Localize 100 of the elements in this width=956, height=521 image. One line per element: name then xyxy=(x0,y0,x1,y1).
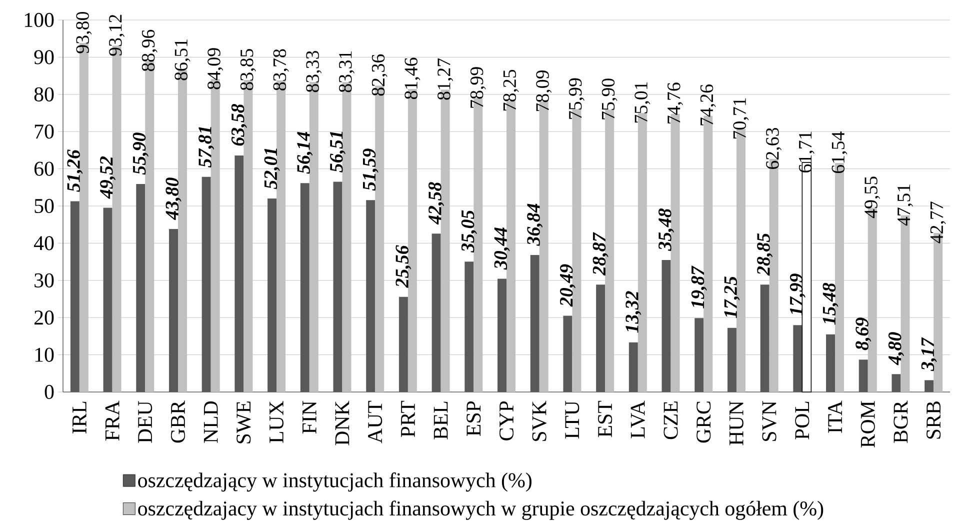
bar xyxy=(366,200,376,392)
bar xyxy=(760,284,770,392)
bar xyxy=(924,380,934,392)
data-label: 74,76 xyxy=(668,82,683,124)
data-label: 63,58 xyxy=(231,104,247,146)
y-tick-label: 50 xyxy=(34,198,54,214)
data-label: 28,85 xyxy=(757,233,773,276)
bar xyxy=(70,201,80,392)
data-label: 36,84 xyxy=(527,204,543,246)
data-label: 82,36 xyxy=(372,54,388,96)
data-label: 84,09 xyxy=(208,48,224,90)
data-label: 20,49 xyxy=(560,264,576,307)
x-tick-label: FIN xyxy=(302,400,316,434)
x-tick-label: LUX xyxy=(270,400,284,443)
bar xyxy=(333,182,342,392)
data-label: 47,51 xyxy=(898,184,913,226)
bar xyxy=(662,260,671,392)
data-label: 49,55 xyxy=(864,176,880,218)
data-label: 61,71 xyxy=(798,132,814,172)
x-tick-label: SVK xyxy=(532,400,546,441)
bar xyxy=(694,318,704,392)
data-label: 25,56 xyxy=(396,245,412,288)
x-tick-label: DNK xyxy=(335,400,350,446)
bar xyxy=(464,262,474,392)
bar xyxy=(563,316,572,392)
legend-label: oszczędzajacy w instytucjach finansowych w grupie oszczędzających ogółem (%) xyxy=(138,500,824,520)
data-label: 35,05 xyxy=(461,210,477,253)
y-tick-label: 10 xyxy=(35,348,54,362)
x-tick-label: ROM xyxy=(860,401,875,448)
bar xyxy=(136,184,146,392)
y-tick-label: 30 xyxy=(34,273,54,288)
data-label: 55,90 xyxy=(132,132,148,175)
data-label: 78,09 xyxy=(536,70,552,112)
data-label: 61,54 xyxy=(832,132,848,174)
bar xyxy=(432,234,441,392)
x-tick-label: GBR xyxy=(170,400,186,443)
bar xyxy=(398,296,408,392)
data-label: 15,48 xyxy=(822,282,838,325)
y-tick-label: 80 xyxy=(34,87,54,102)
x-tick-label: HUN xyxy=(730,400,744,446)
x-tick-label: CZE xyxy=(664,402,678,440)
bar xyxy=(498,278,507,392)
x-tick-label: ESP xyxy=(466,401,481,436)
bar xyxy=(793,325,802,392)
bar xyxy=(826,334,836,392)
x-tick-label: POL xyxy=(795,402,810,440)
bar xyxy=(858,360,868,392)
bar xyxy=(727,328,736,392)
x-tick-label: EST xyxy=(598,400,612,438)
bar xyxy=(892,374,901,392)
data-label: 51,59 xyxy=(362,148,378,191)
data-label: 83,31 xyxy=(339,51,354,92)
data-label: 42,77 xyxy=(930,202,946,244)
bar xyxy=(628,342,638,392)
data-label: 83,78 xyxy=(273,49,289,90)
data-label: 4,80 xyxy=(888,332,904,366)
y-tick-label: 70 xyxy=(34,124,54,139)
x-tick-label: BEL xyxy=(434,402,448,440)
y-tick-label: 20 xyxy=(34,310,54,325)
data-label: 35,48 xyxy=(658,208,674,251)
data-label: 51,26 xyxy=(67,150,83,192)
y-tick-label: 100 xyxy=(24,12,54,28)
data-label: 83,33 xyxy=(306,50,322,92)
data-label: 52,01 xyxy=(264,148,280,190)
data-label: 57,81 xyxy=(198,127,214,168)
x-tick-label: AUT xyxy=(368,400,382,444)
bar xyxy=(168,229,178,392)
x-tick-label: LTU xyxy=(565,400,580,439)
data-label: 81,46 xyxy=(404,58,420,100)
data-label: 28,87 xyxy=(592,232,608,276)
y-tick-label: 40 xyxy=(34,236,54,250)
x-tick-label: GRC xyxy=(696,402,711,443)
data-label: 30,44 xyxy=(494,228,510,270)
x-tick-label: NLD xyxy=(204,401,218,443)
data-label: 17,25 xyxy=(724,276,740,318)
x-tick-label: SWE xyxy=(236,402,251,444)
x-tick-label: LVA xyxy=(630,400,645,438)
bar xyxy=(596,284,606,392)
x-tick-label: ITA xyxy=(828,400,842,433)
data-label: 75,99 xyxy=(568,78,584,119)
data-label: 56,14 xyxy=(297,132,313,174)
y-tick-label: 0 xyxy=(44,384,54,400)
data-label: 42,58 xyxy=(428,182,444,225)
legend-label: oszczędzający w instytucjach finansowych (%) xyxy=(138,472,532,492)
data-label: 83,85 xyxy=(240,49,256,90)
data-label: 75,90 xyxy=(602,78,618,120)
bar xyxy=(530,254,540,392)
bar xyxy=(103,208,112,392)
data-label: 13,32 xyxy=(626,291,642,333)
data-label: 8,69 xyxy=(856,318,872,350)
x-tick-label: IRL xyxy=(72,402,86,434)
data-label: 88,96 xyxy=(142,30,158,72)
data-label: 86,51 xyxy=(174,40,190,80)
x-tick-label: SRB xyxy=(926,402,941,439)
data-label: 78,25 xyxy=(503,70,519,110)
bar xyxy=(234,155,244,392)
data-label: 49,52 xyxy=(100,156,116,199)
x-tick-label: PRT xyxy=(401,400,415,438)
data-label: 75,01 xyxy=(634,82,650,122)
data-label: 70,71 xyxy=(733,98,749,138)
